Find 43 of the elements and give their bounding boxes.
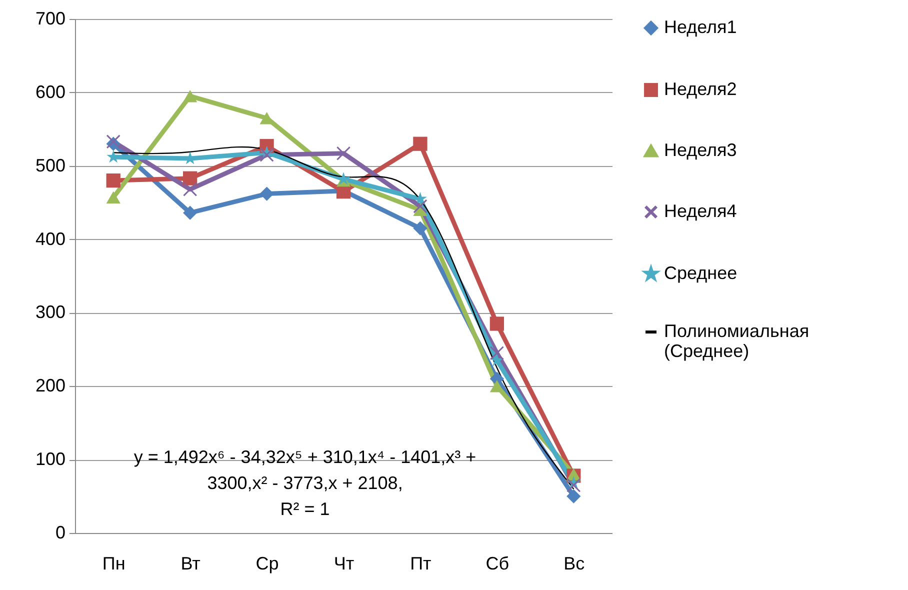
point: [183, 206, 198, 220]
point: [106, 191, 120, 204]
point: [106, 173, 120, 188]
y-tick-label: 300: [35, 302, 66, 322]
y-tick-label: 400: [35, 228, 66, 249]
x-tick-label: Ср: [256, 554, 279, 574]
x-tick-label: Пт: [410, 554, 432, 574]
point: [490, 353, 504, 366]
point: [413, 221, 428, 236]
x-tick-label: Сб: [486, 554, 510, 574]
y-tick-label: 200: [35, 376, 66, 396]
annotation: 3300,x² - 3773,x + 2108,: [207, 473, 403, 493]
point: [490, 316, 504, 331]
legend-label: Неделя2: [664, 79, 737, 99]
point: [490, 380, 504, 392]
x-tick-label: Вт: [180, 554, 200, 574]
point: [566, 478, 581, 492]
point: [106, 150, 120, 163]
point: [413, 136, 428, 151]
annotation: R² = 1: [280, 499, 330, 519]
legend-label: Полиномиальная (Среднее): [664, 321, 810, 361]
legend-label: Среднее: [664, 263, 738, 283]
point: [490, 346, 504, 360]
y-tick-label: 700: [35, 8, 66, 28]
y-tick-label: 100: [35, 449, 66, 470]
point: [260, 148, 274, 162]
legend-label: Неделя4: [664, 201, 737, 221]
point: [182, 182, 198, 196]
x-tick-label: Чт: [334, 554, 354, 574]
y-tick-label: 0: [55, 522, 66, 542]
point: [260, 186, 274, 201]
y-tick-label: 500: [35, 155, 66, 176]
annotation: y = 1,492x⁶ - 34,32x⁵ + 310,1x⁴ - 1401,x³ +: [134, 447, 476, 467]
x-tick-label: Пн: [102, 554, 126, 574]
legend-label: Неделя3: [664, 140, 737, 160]
point: [336, 146, 351, 160]
point: [183, 171, 198, 186]
legend-label: Неделя1: [664, 17, 737, 37]
point: [566, 489, 581, 504]
x-tick-label: Вс: [564, 554, 585, 574]
point: [413, 199, 428, 214]
point: [183, 90, 198, 102]
y-tick-label: 600: [35, 82, 66, 102]
